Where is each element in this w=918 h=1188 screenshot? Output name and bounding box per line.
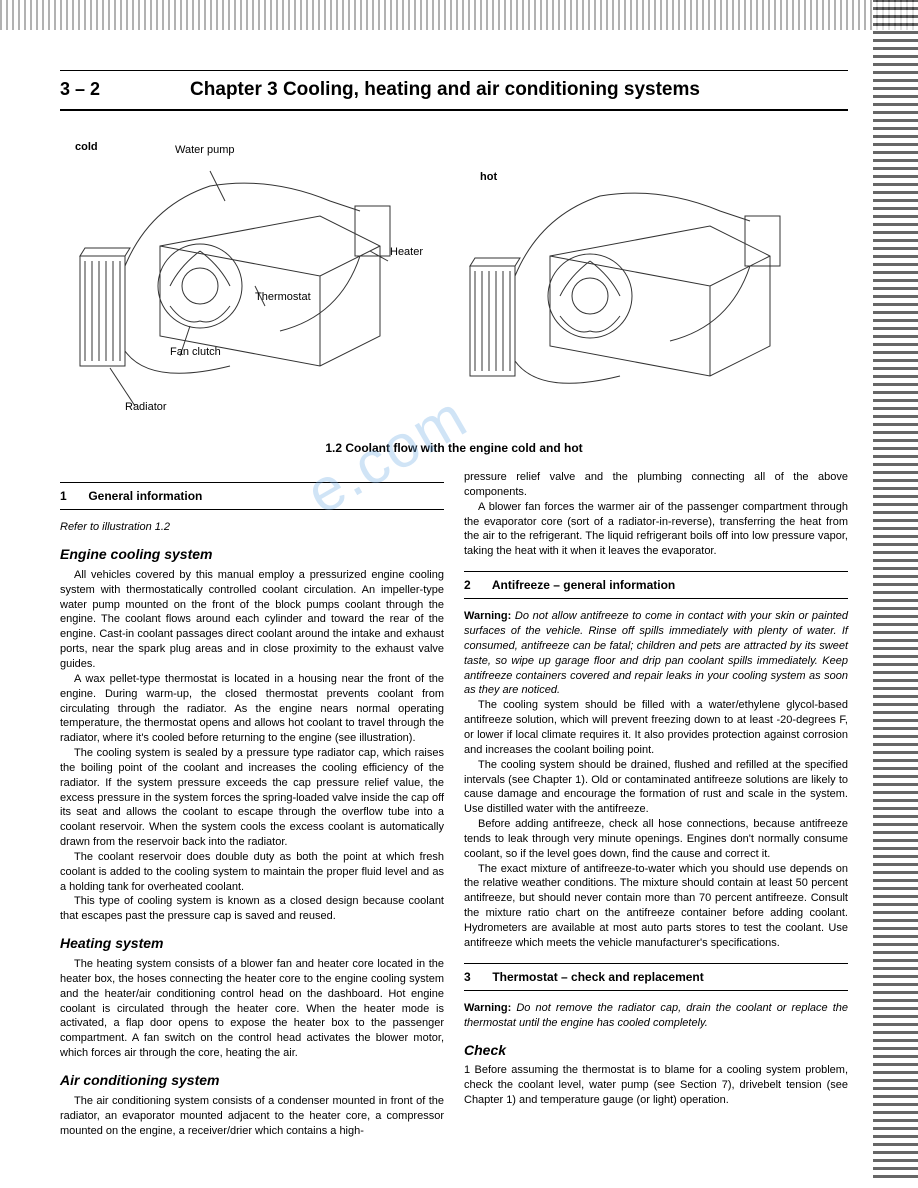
section-1-num: 1 <box>60 488 85 504</box>
para-0b: A blower fan forces the warmer air of th… <box>464 500 848 559</box>
section-3-title: Thermostat – check and replacement <box>492 970 703 984</box>
refer-text: Refer to illustration 1.2 <box>60 520 444 535</box>
chapter-title: Chapter 3 Cooling, heating and air condi… <box>190 79 700 101</box>
warning-2-text: Do not allow antifreeze to come in conta… <box>464 610 848 696</box>
para-1: All vehicles covered by this manual empl… <box>60 568 444 672</box>
label-thermostat: Thermostat <box>255 291 311 303</box>
section-2-title: Antifreeze – general information <box>492 578 675 592</box>
para-5: This type of cooling system is known as … <box>60 894 444 924</box>
warning-2: Warning: Do not allow antifreeze to come… <box>464 609 848 698</box>
para-10: Before adding antifreeze, check all hose… <box>464 817 848 862</box>
para-3: The cooling system is sealed by a pressu… <box>60 746 444 850</box>
section-2-head: 2 Antifreeze – general information <box>464 571 848 599</box>
engine-cooling-head: Engine cooling system <box>60 545 444 564</box>
label-heater: Heater <box>390 246 423 258</box>
warning-3: Warning: Do not remove the radiator cap,… <box>464 1001 848 1031</box>
para-8: The cooling system should be filled with… <box>464 698 848 757</box>
para-0a: pressure relief valve and the plumbing c… <box>464 470 848 500</box>
check-head: Check <box>464 1041 848 1060</box>
para-7: The air conditioning system consists of … <box>60 1094 444 1139</box>
para-6: The heating system consists of a blower … <box>60 957 444 1061</box>
section-3-head: 3 Thermostat – check and replacement <box>464 963 848 991</box>
para-4: The coolant reservoir does double duty a… <box>60 850 444 895</box>
text-columns: 1 General information Refer to illustrat… <box>60 470 848 1138</box>
left-column: 1 General information Refer to illustrat… <box>60 470 444 1138</box>
section-1-head: 1 General information <box>60 482 444 510</box>
label-cold: cold <box>75 141 98 153</box>
section-2-num: 2 <box>464 577 489 593</box>
ac-head: Air conditioning system <box>60 1071 444 1090</box>
page-content: 3 – 2 Chapter 3 Cooling, heating and air… <box>0 40 918 1178</box>
label-radiator: Radiator <box>125 401 167 413</box>
right-column: pressure relief valve and the plumbing c… <box>464 470 848 1138</box>
page-header: 3 – 2 Chapter 3 Cooling, heating and air… <box>60 79 848 111</box>
para-9: The cooling system should be drained, fl… <box>464 758 848 817</box>
para-2: A wax pellet-type thermostat is located … <box>60 672 444 746</box>
heating-head: Heating system <box>60 934 444 953</box>
section-3-num: 3 <box>464 969 489 985</box>
section-1-title: General information <box>88 489 202 503</box>
para-11: The exact mixture of antifreeze-to-water… <box>464 862 848 951</box>
engine-diagram-cold <box>70 156 410 406</box>
page-number: 3 – 2 <box>60 79 100 100</box>
engine-diagram-hot <box>460 166 800 416</box>
scan-artifact-top <box>0 0 918 30</box>
label-hot: hot <box>480 171 497 183</box>
para-12: 1 Before assuming the thermostat is to b… <box>464 1063 848 1108</box>
warning-3-text: Do not remove the radiator cap, drain th… <box>464 1002 848 1029</box>
label-water-pump: Water pump <box>175 144 235 156</box>
top-rule <box>60 70 848 71</box>
diagram-area: cold hot Water pump Heater Thermostat Fa… <box>60 136 848 436</box>
label-fan-clutch: Fan clutch <box>170 346 221 358</box>
diagram-caption: 1.2 Coolant flow with the engine cold an… <box>60 441 848 455</box>
